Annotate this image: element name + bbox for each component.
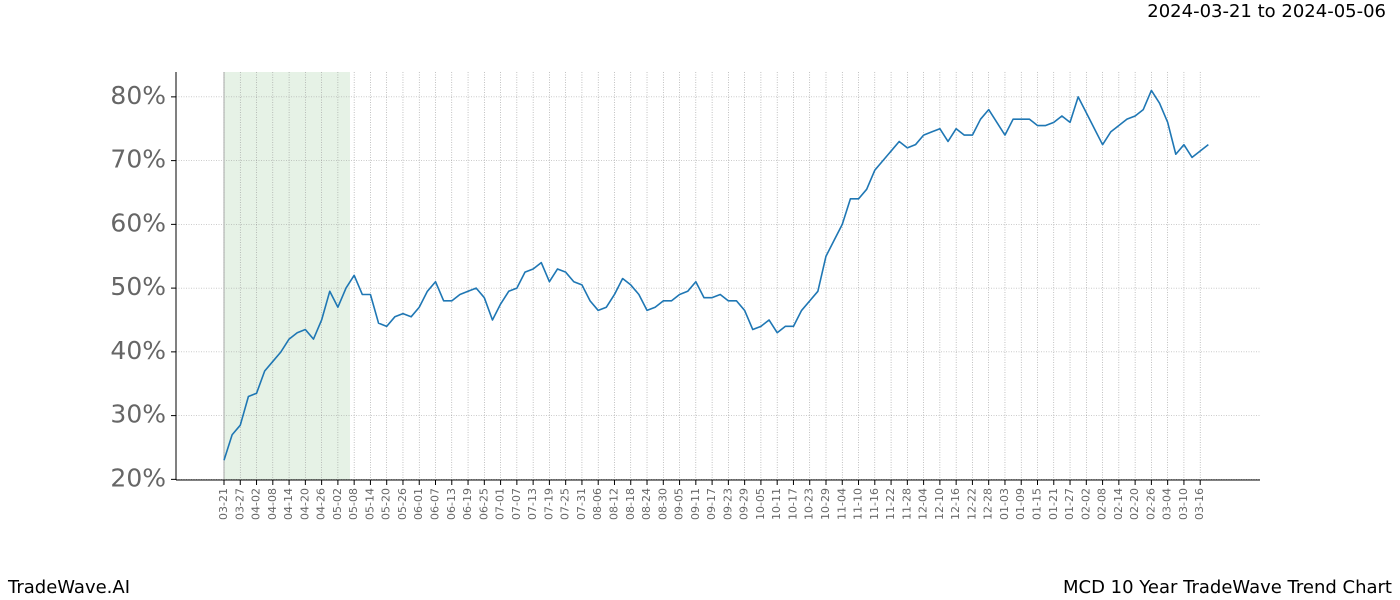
x-tick-label: 12-28 [982,488,995,520]
x-tick-label: 07-19 [542,488,555,520]
x-tick-label: 07-01 [494,488,507,520]
grid [176,72,1260,480]
x-tick-label: 05-20 [380,488,393,520]
y-tick-label: 80% [110,81,166,110]
y-tick-label: 60% [110,208,166,237]
y-tick-label: 20% [110,463,166,492]
caption: MCD 10 Year TradeWave Trend Chart [1063,577,1392,598]
trend-line [223,89,1209,461]
x-tick-label: 01-21 [1047,488,1060,520]
x-tick-label: 03-16 [1193,488,1206,520]
x-tick-label: 02-26 [1144,488,1157,520]
x-tick-label: 06-19 [461,488,474,520]
x-tick-label: 01-27 [1063,488,1076,520]
x-tick-label: 12-22 [965,488,978,520]
x-tick-label: 12-04 [917,488,930,520]
x-tick-label: 01-03 [998,488,1011,520]
x-tick-label: 02-08 [1096,488,1109,520]
y-tick-label: 40% [110,336,166,365]
x-tick-label: 02-14 [1112,488,1125,520]
x-tick-label: 02-02 [1079,488,1092,520]
x-tick-label: 11-16 [868,488,881,520]
x-tick-label: 12-10 [933,488,946,520]
chart-title: 2024-03-21 to 2024-05-06 [1147,1,1386,22]
x-tick-label: 09-17 [705,488,718,520]
x-tick-label: 04-02 [250,488,263,520]
x-tick-label: 10-05 [754,488,767,520]
x-tick-label: 08-18 [624,488,637,520]
x-tick-label: 06-07 [429,488,442,520]
x-tick-label: 08-24 [640,488,653,520]
x-tick-label: 05-14 [363,488,376,520]
x-tick-label: 01-15 [1031,488,1044,520]
x-tick-label: 11-04 [835,488,848,520]
x-tick-label: 10-29 [819,488,832,520]
x-tick-label: 02-20 [1128,488,1141,520]
x-tick-label: 04-20 [298,488,311,520]
y-tick-label: 50% [110,272,166,301]
x-tick-label: 09-23 [721,488,734,520]
x-tick-label: 03-21 [217,488,230,520]
x-tick-label: 07-31 [575,488,588,520]
x-tick-label: 08-06 [591,488,604,520]
x-tick-label: 04-08 [266,488,279,520]
highlight-region [224,72,350,480]
x-tick-label: 07-13 [526,488,539,520]
x-tick-label: 11-10 [852,488,865,520]
x-tick-label: 07-07 [510,488,523,520]
x-tick-label: 10-23 [803,488,816,520]
x-tick-label: 03-10 [1177,488,1190,520]
brand: TradeWave.AI [7,577,130,598]
x-tick-label: 06-25 [477,488,490,520]
y-tick-label: 70% [110,145,166,174]
x-tick-label: 11-22 [884,488,897,520]
x-tick-label: 04-14 [282,488,295,520]
x-tick-label: 05-26 [396,488,409,520]
x-tick-label: 09-05 [673,488,686,520]
x-tick-label: 08-30 [656,488,669,520]
y-tick-label: 30% [110,400,166,429]
x-tick-label: 10-11 [770,488,783,520]
x-tick-label: 09-29 [738,488,751,520]
plot [223,89,1209,461]
x-tick-label: 03-04 [1161,488,1174,520]
x-tick-label: 04-26 [315,488,328,520]
x-tick-label: 11-28 [900,488,913,520]
x-tick-label: 06-01 [412,488,425,520]
x-tick-label: 09-11 [689,488,702,520]
x-tick-label: 05-08 [347,488,360,520]
x-tick-label: 03-27 [233,488,246,520]
x-tick-label: 05-02 [331,488,344,520]
x-tick-label: 10-17 [786,488,799,520]
x-tick-label: 12-16 [949,488,962,520]
x-tick-label: 08-12 [607,488,620,520]
x-tick-label: 06-13 [445,488,458,520]
x-tick-label: 07-25 [559,488,572,520]
x-tick-label: 01-09 [1014,488,1027,520]
